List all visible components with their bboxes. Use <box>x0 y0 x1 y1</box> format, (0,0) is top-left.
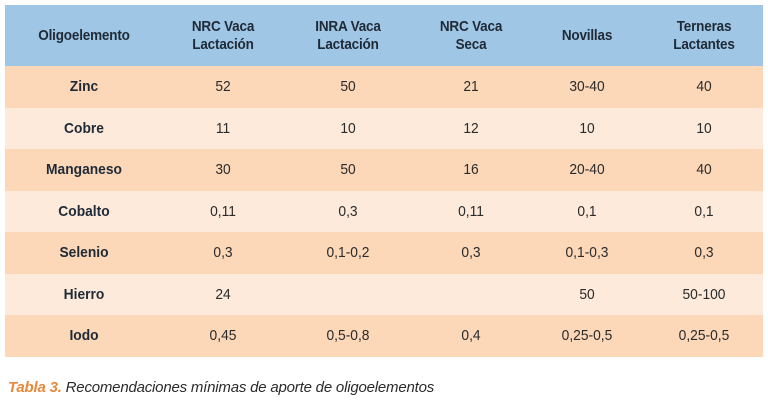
row-name: Zinc <box>69 78 99 96</box>
table-caption: Tabla 3. Recomendaciones mínimas de apor… <box>8 379 434 396</box>
cell: 0,3 <box>461 244 481 262</box>
header-nrc-vaca-lactacion: NRC Vaca Lactación <box>191 17 255 53</box>
row-name: Iodo <box>69 327 99 345</box>
cell: 0,3 <box>213 244 233 262</box>
cell: 0,1-0,2 <box>326 244 370 262</box>
header-novillas: Novillas <box>561 26 613 44</box>
header-nrc-vaca-seca: NRC Vaca Seca <box>439 17 503 53</box>
header-oligoelemento: Oligoelemento <box>38 26 130 44</box>
cell: 50 <box>579 285 595 303</box>
table-row: Zinc 52 50 21 30-40 40 <box>5 66 763 108</box>
table-row: Manganeso 30 50 16 20-40 40 <box>5 149 763 191</box>
header-terneras-lactantes: Terneras Lactantes <box>673 17 735 53</box>
cell: 0,4 <box>461 327 481 345</box>
table-row: Cobalto 0,11 0,3 0,11 0,1 0,1 <box>5 190 763 232</box>
cell: 0,45 <box>209 327 237 345</box>
cell: 0,25-0,5 <box>561 327 613 345</box>
cell: 16 <box>463 161 479 179</box>
cell: 40 <box>696 78 712 96</box>
cell: 10 <box>696 119 712 137</box>
caption-text: Recomendaciones mínimas de aporte de oli… <box>65 379 435 396</box>
cell: 40 <box>696 161 712 179</box>
table-row: Selenio 0,3 0,1-0,2 0,3 0,1-0,3 0,3 <box>5 232 763 274</box>
table-container: Oligoelemento NRC Vaca Lactación INRA Vac… <box>5 5 763 357</box>
header-inra-vaca-lactacion: INRA Vaca Lactación <box>315 17 381 53</box>
oligoelements-table: Oligoelemento NRC Vaca Lactación INRA Vac… <box>5 5 763 357</box>
cell: 11 <box>215 119 231 137</box>
cell: 0,5-0,8 <box>326 327 370 345</box>
table-row: Cobre 11 10 12 10 10 <box>5 107 763 149</box>
cell: 10 <box>579 119 595 137</box>
row-name: Selenio <box>59 244 109 262</box>
cell: 0,1 <box>577 202 597 220</box>
cell: 10 <box>340 119 356 137</box>
cell: 21 <box>463 78 479 96</box>
cell: 0,3 <box>338 202 358 220</box>
cell <box>288 274 408 316</box>
table-row: Hierro 24 50 50-100 <box>5 273 763 316</box>
row-name: Cobalto <box>58 202 110 220</box>
cell <box>418 274 525 316</box>
cell: 0,25-0,5 <box>678 327 730 345</box>
row-name: Cobre <box>64 119 104 137</box>
cell: 20-40 <box>569 161 605 179</box>
row-name: Manganeso <box>46 161 122 179</box>
row-name: Hierro <box>63 285 105 303</box>
caption-label: Tabla 3. <box>8 379 62 396</box>
header-row: Oligoelemento NRC Vaca Lactación INRA Vac… <box>5 5 763 66</box>
cell: 30-40 <box>569 78 605 96</box>
cell: 50 <box>340 161 356 179</box>
table-header: Oligoelemento NRC Vaca Lactación INRA Vac… <box>5 5 763 66</box>
cell: 24 <box>215 285 231 303</box>
cell: 0,1 <box>694 202 714 220</box>
cell: 50-100 <box>682 285 726 303</box>
table-body: Zinc 52 50 21 30-40 40 Cobre 11 10 12 10… <box>5 66 763 357</box>
cell: 52 <box>215 78 231 96</box>
cell: 12 <box>463 119 479 137</box>
cell: 0,11 <box>458 202 484 220</box>
table-row: Iodo 0,45 0,5-0,8 0,4 0,25-0,5 0,25-0,5 <box>5 315 763 357</box>
cell: 30 <box>215 161 231 179</box>
cell: 0,3 <box>694 244 714 262</box>
cell: 50 <box>340 78 356 96</box>
cell: 0,11 <box>210 202 236 220</box>
cell: 0,1-0,3 <box>565 244 609 262</box>
